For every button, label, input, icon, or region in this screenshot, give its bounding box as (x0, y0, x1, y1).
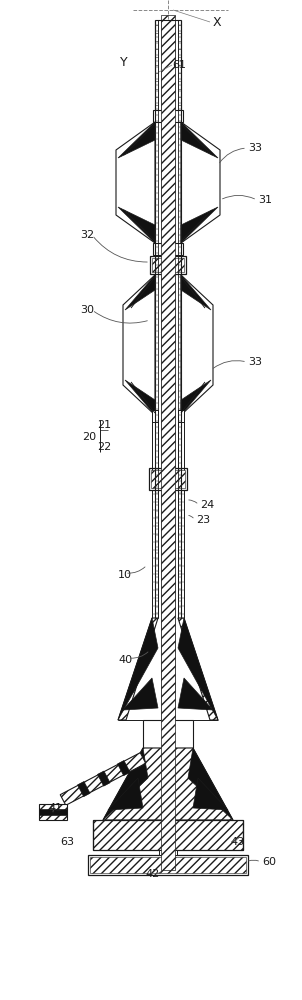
Text: 32: 32 (80, 230, 94, 240)
Polygon shape (116, 122, 155, 243)
Text: X: X (213, 15, 222, 28)
Bar (149, 468, 187, 490)
Text: Y: Y (120, 55, 128, 68)
Text: 41: 41 (48, 803, 62, 813)
Text: 21: 21 (97, 420, 111, 430)
Text: 40: 40 (118, 655, 132, 665)
Polygon shape (98, 771, 110, 786)
Text: 42: 42 (145, 869, 159, 879)
Bar (152, 410, 158, 422)
Polygon shape (181, 380, 211, 415)
Text: 43: 43 (230, 837, 244, 847)
Polygon shape (178, 678, 213, 710)
Polygon shape (193, 778, 228, 810)
Text: 33: 33 (248, 143, 262, 153)
Polygon shape (118, 207, 155, 243)
Polygon shape (108, 778, 143, 810)
Bar (153, 110, 183, 122)
Text: 22: 22 (97, 442, 111, 452)
Bar (150, 256, 186, 274)
Polygon shape (39, 804, 67, 820)
Text: 23: 23 (196, 515, 210, 525)
Bar (143, 720, 193, 748)
Polygon shape (118, 618, 158, 720)
Polygon shape (123, 275, 155, 415)
Bar (159, 850, 177, 855)
Polygon shape (118, 618, 158, 720)
Polygon shape (188, 748, 233, 820)
Bar (88, 855, 248, 875)
Polygon shape (181, 122, 218, 158)
Polygon shape (181, 275, 211, 310)
Polygon shape (39, 809, 67, 815)
Bar (178, 410, 184, 422)
Text: 10: 10 (118, 570, 132, 580)
Bar (161, 15, 175, 875)
Text: 30: 30 (80, 305, 94, 315)
Polygon shape (125, 275, 155, 310)
Polygon shape (103, 748, 148, 820)
Polygon shape (123, 678, 158, 710)
Text: 33: 33 (248, 357, 262, 367)
Polygon shape (178, 618, 218, 720)
Bar (90, 857, 246, 873)
Bar (151, 470, 185, 488)
Polygon shape (60, 753, 146, 805)
Bar (93, 820, 243, 850)
Polygon shape (181, 275, 213, 415)
Polygon shape (78, 782, 90, 797)
Polygon shape (178, 618, 218, 720)
Text: 60: 60 (262, 857, 276, 867)
Text: 63: 63 (60, 837, 74, 847)
Text: 31: 31 (258, 195, 272, 205)
Polygon shape (103, 748, 233, 820)
Bar (153, 243, 183, 255)
Bar (161, 20, 175, 870)
Polygon shape (118, 122, 155, 158)
Text: 24: 24 (200, 500, 214, 510)
Polygon shape (125, 380, 155, 415)
Text: 61: 61 (172, 60, 186, 70)
Polygon shape (181, 207, 218, 243)
Polygon shape (181, 122, 220, 243)
Bar (152, 258, 184, 272)
Text: 20: 20 (82, 432, 96, 442)
Polygon shape (117, 761, 130, 776)
